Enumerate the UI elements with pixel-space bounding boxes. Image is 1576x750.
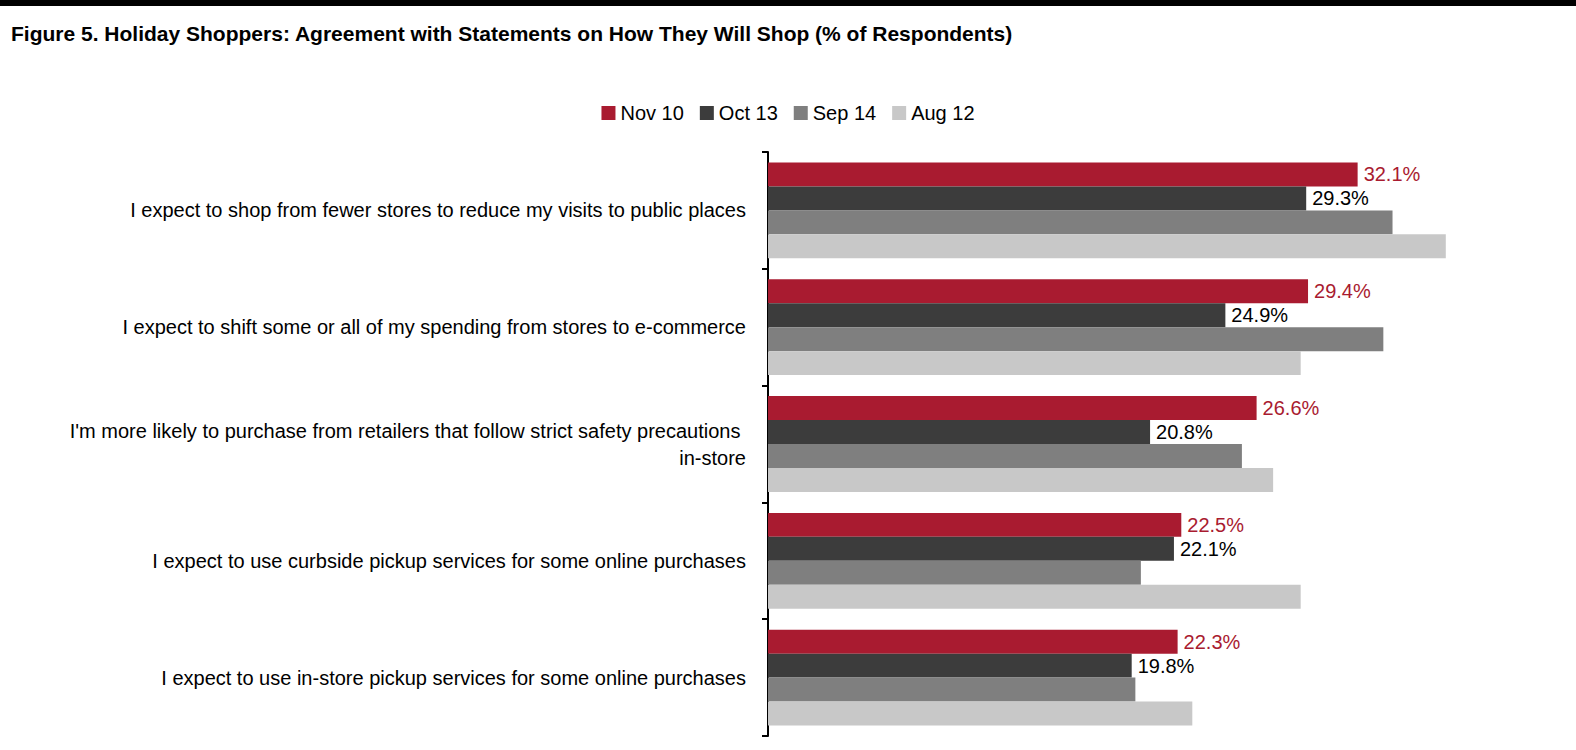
- svg-text:Oct 13: Oct 13: [719, 102, 778, 124]
- svg-text:32.1%: 32.1%: [1364, 163, 1421, 185]
- svg-text:19.8%: 19.8%: [1138, 655, 1195, 677]
- svg-text:29.4%: 29.4%: [1314, 280, 1371, 302]
- svg-text:I expect to shift some or all: I expect to shift some or all of my spen…: [122, 316, 746, 338]
- svg-text:22.3%: 22.3%: [1184, 631, 1241, 653]
- svg-text:22.1%: 22.1%: [1180, 538, 1237, 560]
- svg-text:24.9%: 24.9%: [1231, 304, 1288, 326]
- svg-text:Nov 10: Nov 10: [620, 102, 683, 124]
- svg-text:26.6%: 26.6%: [1263, 397, 1320, 419]
- svg-text:I expect to use curbside picku: I expect to use curbside pickup services…: [152, 550, 746, 572]
- svg-text:Figure 5. Holiday Shoppers: Ag: Figure 5. Holiday Shoppers: Agreement wi…: [11, 22, 1012, 45]
- svg-text:I expect to use in-store picku: I expect to use in-store pickup services…: [161, 667, 746, 689]
- svg-text:Aug 12: Aug 12: [911, 102, 974, 124]
- svg-text:20.8%: 20.8%: [1156, 421, 1213, 443]
- svg-text:in-store: in-store: [679, 447, 746, 469]
- svg-text:Sep 14: Sep 14: [813, 102, 876, 124]
- svg-text:22.5%: 22.5%: [1187, 514, 1244, 536]
- svg-text:I expect to shop from fewer st: I expect to shop from fewer stores to re…: [130, 199, 746, 221]
- svg-text:29.3%: 29.3%: [1312, 187, 1369, 209]
- svg-text:I'm more likely to purchase fr: I'm more likely to purchase from retaile…: [70, 420, 746, 442]
